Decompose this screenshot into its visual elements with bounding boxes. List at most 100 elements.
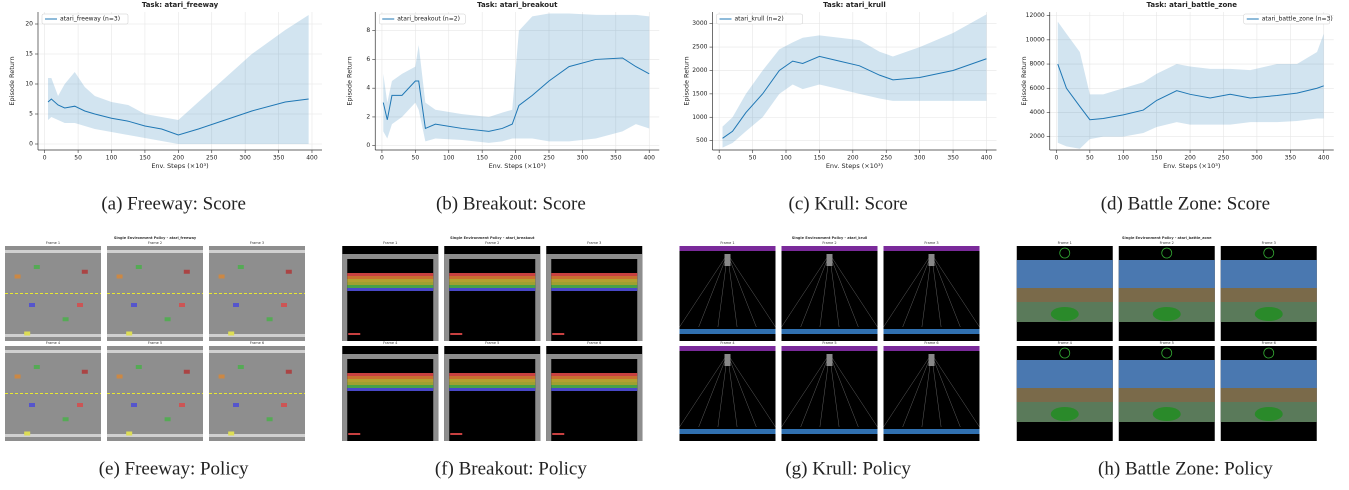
bricks [449,388,536,391]
wall [546,354,643,359]
web [931,353,942,428]
caption: (f) Breakout: Policy [435,458,587,479]
policy-panel: Single Environment Policy - atari_battle… [1016,236,1317,479]
x-tick-label: 300 [577,155,589,162]
wall [433,354,439,441]
y-tick-label: 10 [25,81,33,88]
bricks [449,279,536,282]
wall [546,354,552,441]
sky [1220,260,1317,288]
y-tick-label: 4 [366,85,370,92]
bricks [347,385,434,388]
car [233,403,239,407]
radar [1059,247,1071,259]
radar [1059,347,1071,359]
top-bar [781,346,878,351]
legend-box [716,13,803,25]
web [819,253,830,328]
top-bar [679,246,776,251]
legend-label: atari_freeway (n=3) [60,16,120,23]
wall [546,254,552,341]
frame-label: Frame 2 [1160,241,1174,245]
ground [1016,388,1113,402]
panel-title: Single Environment Policy - atari_breako… [450,236,535,240]
caption: (a) Freeway: Score [101,193,246,214]
web [931,253,980,328]
y-tick-label: 8 [366,27,370,34]
frame-bg [342,346,439,441]
y-tick-label: 2000 [692,67,707,74]
legend-label: atari_breakout (n=2) [397,16,460,23]
ground [1220,288,1317,302]
confidence-band [48,15,309,144]
frame-label: Frame 3 [924,241,938,245]
car [266,417,273,422]
bricks [449,382,536,385]
car [237,365,244,369]
y-tick-label: 1000 [692,114,707,121]
road-edge [209,250,305,253]
caption: (b) Breakout: Score [436,193,586,214]
bottom-bar [781,329,878,334]
frame-label: Frame 6 [250,341,264,345]
wall [444,354,450,441]
chart-title: Task: atari_freeway [142,1,219,9]
legend-box [1243,13,1330,25]
car [62,317,69,322]
bricks [449,288,536,291]
bricks [347,382,434,385]
web [931,353,961,428]
bottom-bar [781,429,878,434]
web [902,253,932,328]
x-tick-label: 0 [380,155,384,162]
ground [1016,288,1113,302]
sky [1016,260,1113,288]
frame-label: Frame 4 [720,341,735,345]
x-tick-label: 100 [443,155,455,162]
bricks [551,282,638,285]
frame-bg [444,346,541,441]
x-tick-label: 50 [74,155,82,162]
frame-label: Frame 5 [148,341,162,345]
web [698,353,728,428]
caption: (e) Freeway: Policy [99,458,249,479]
x-tick-label: 400 [306,155,318,162]
y-tick-label: 8000 [1029,61,1044,68]
car [62,417,69,422]
road-edge [209,350,305,353]
frame-label: Frame 5 [822,341,836,345]
bricks [551,373,638,376]
radar [1263,347,1275,359]
x-tick-label: 400 [1318,155,1330,162]
car [14,274,21,279]
web [727,353,776,428]
bricks [347,388,434,391]
tank [1152,307,1181,321]
web [902,353,932,428]
x-tick-label: 200 [847,155,859,162]
car [281,303,287,307]
x-tick-label: 400 [981,155,993,162]
bricks [551,285,638,288]
car [228,331,235,336]
top-bar [781,246,878,251]
x-tick-label: 150 [139,155,151,162]
x-tick-label: 150 [1151,155,1163,162]
tank [1254,407,1283,421]
tower [928,254,935,266]
bricks [551,376,638,379]
wall [433,254,439,341]
car [24,431,31,436]
legend-box [41,13,129,25]
web [679,353,728,428]
web [819,353,830,428]
x-tick-label: 200 [1184,155,1196,162]
y-tick-label: 12000 [1026,12,1045,19]
y-tick-label: 6000 [1029,85,1044,92]
web [727,353,757,428]
bricks [347,379,434,382]
bricks [551,276,638,279]
bricks [449,385,536,388]
bricks [449,379,536,382]
